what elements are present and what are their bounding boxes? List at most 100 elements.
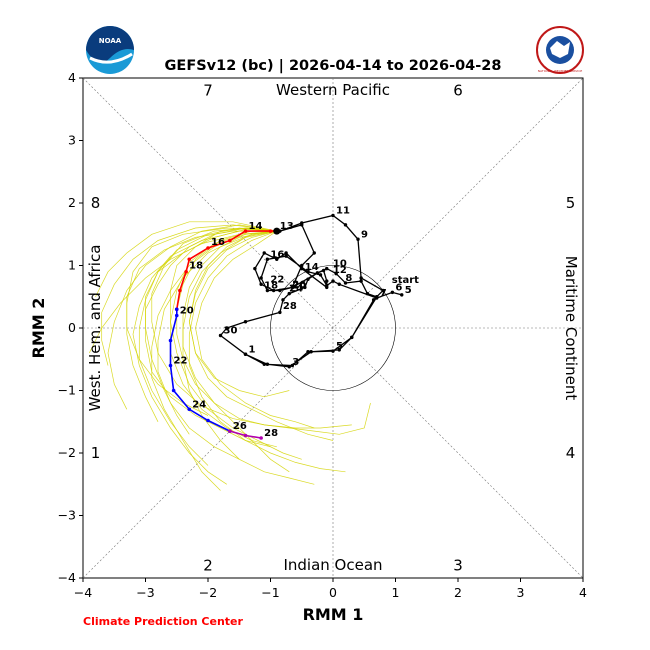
y-tick-label: 4 — [68, 70, 76, 85]
observed-day-label: 6 — [395, 282, 402, 293]
observed-day-label: 8 — [345, 273, 352, 284]
observed-point — [306, 270, 310, 274]
observed-point — [300, 263, 304, 268]
observed-point — [243, 352, 248, 356]
observed-point — [318, 273, 323, 277]
phase-labels: 7 68 51 42 3 — [91, 82, 576, 575]
x-tick-label: 3 — [517, 585, 525, 600]
phase-label: 5 — [566, 194, 576, 212]
y-tick-label: −1 — [58, 383, 76, 398]
observed-point — [290, 363, 295, 368]
forecast-point — [184, 269, 188, 274]
forecast-day-label: 28 — [264, 428, 278, 439]
forecast-day-label: 26 — [233, 421, 247, 432]
observed-point — [281, 298, 285, 302]
forecast-point — [178, 288, 182, 293]
observed-point — [265, 288, 270, 293]
forecast-point — [243, 433, 248, 438]
x-tick-label: 1 — [392, 585, 400, 600]
region-left: West. Hem. and Africa — [86, 245, 104, 412]
observed-point — [325, 266, 329, 271]
observed-point — [334, 271, 338, 276]
ensemble-member-line — [182, 230, 371, 435]
observed-day-label: 5 — [336, 341, 343, 352]
observed-point — [300, 221, 304, 225]
grid-lines — [82, 77, 584, 579]
observed-point — [284, 251, 288, 255]
x-tick-label: 2 — [454, 585, 462, 600]
observed-point — [325, 285, 329, 290]
observed-point — [278, 310, 282, 315]
observed-point — [243, 320, 248, 324]
x-tick-label: −1 — [261, 585, 279, 600]
observed-point — [309, 350, 313, 354]
ensemble-member-line — [132, 230, 277, 485]
observed-point — [337, 282, 341, 286]
observed-point — [331, 279, 335, 283]
phase-label: 8 — [91, 194, 101, 212]
ensemble-member-line — [176, 230, 290, 473]
observed-day-label: 5 — [405, 285, 412, 296]
observed-day-label: 10 — [333, 259, 347, 270]
region-top: Western Pacific — [276, 81, 390, 99]
forecast-day-label: 20 — [180, 306, 194, 317]
observed-point — [390, 290, 395, 295]
y-tick-label: 0 — [68, 320, 76, 335]
x-tick-label: −3 — [136, 585, 154, 600]
observed-point — [278, 288, 282, 293]
observed-point — [265, 257, 270, 261]
observed-day-label: 26 — [292, 279, 306, 290]
observed-point — [371, 298, 376, 302]
y-axis-label: RMM 2 — [29, 298, 48, 359]
observed-point — [365, 291, 370, 296]
ensemble-member-line — [151, 227, 352, 429]
ensemble-member-line — [188, 230, 346, 473]
x-tick-label: −4 — [74, 585, 92, 600]
ensemble-member-line — [95, 221, 277, 297]
ensemble-member-line — [138, 227, 277, 466]
phase-label: 1 — [91, 444, 101, 462]
observed-point — [356, 237, 360, 241]
ensemble-member-line — [107, 224, 277, 410]
observed-point — [265, 362, 270, 366]
observed-point — [287, 365, 291, 369]
observed-point — [343, 223, 348, 227]
observed-point — [303, 285, 307, 290]
ensemble-member-line — [195, 230, 315, 429]
chart-title: GEFSv12 (bc) | 2026-04-14 to 2026-04-28 — [165, 58, 502, 74]
ensemble-member-line — [101, 224, 277, 366]
ensemble-member-line — [188, 230, 334, 441]
observed-point — [287, 291, 291, 296]
forecast-point — [187, 257, 192, 262]
observed-point — [225, 326, 229, 330]
ensemble-member-line — [126, 227, 277, 422]
y-tick-label: 3 — [68, 133, 76, 148]
observed-point — [300, 266, 304, 271]
y-tick-label: 2 — [68, 195, 76, 210]
observed-point — [337, 348, 341, 352]
forecast-point — [187, 407, 192, 412]
observed-day-label: 11 — [336, 206, 350, 217]
forecast-point — [259, 436, 263, 440]
observed-point — [315, 271, 320, 275]
noaa-logo-text: NOAA — [99, 37, 122, 45]
ensemble-member-line — [145, 228, 277, 435]
forecast-point — [168, 338, 173, 343]
observed-point — [218, 333, 223, 338]
observed-day-label: 18 — [264, 281, 278, 292]
observed-day-label: 16 — [270, 249, 284, 260]
observed-point — [306, 350, 310, 354]
observed-point — [350, 335, 354, 340]
observed-point — [253, 266, 257, 271]
phase-label: 6 — [453, 82, 463, 100]
unit-circle — [270, 265, 396, 391]
forecast-point — [228, 429, 232, 433]
x-axis-label: RMM 1 — [303, 605, 364, 624]
observed-point — [400, 293, 404, 297]
observed-point — [259, 276, 263, 280]
noaa-logo: NOAA — [86, 26, 134, 74]
observed-point — [325, 279, 329, 283]
